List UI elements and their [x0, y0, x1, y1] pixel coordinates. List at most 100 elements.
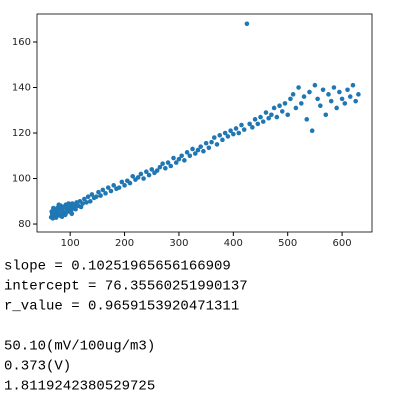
point: [345, 87, 350, 93]
point: [168, 163, 174, 169]
point: [290, 92, 296, 97]
output-line: 0.373(V): [4, 359, 71, 375]
point: [149, 167, 155, 172]
x-tick-label: 500: [278, 238, 297, 249]
point: [98, 193, 103, 198]
point: [279, 109, 285, 114]
point: [328, 98, 334, 104]
point: [144, 169, 149, 174]
output: slope = 0.10251965656166909 intercept = 7…: [4, 259, 248, 395]
point: [304, 117, 310, 122]
point: [307, 89, 312, 95]
point: [130, 173, 136, 179]
point: [105, 185, 111, 190]
point: [266, 115, 271, 121]
point: [209, 139, 214, 145]
point: [190, 146, 195, 152]
point: [299, 101, 304, 106]
point: [203, 140, 209, 146]
y-tick-label: 100: [12, 174, 31, 185]
point: [225, 134, 231, 139]
point: [80, 201, 85, 206]
point: [93, 194, 99, 200]
point: [157, 164, 163, 170]
output-line: r_value = 0.9659153920471311: [4, 299, 239, 315]
point: [176, 156, 182, 162]
point: [66, 203, 72, 209]
point: [56, 202, 62, 207]
point: [331, 85, 337, 90]
point: [222, 130, 228, 136]
point: [350, 82, 356, 88]
point: [141, 176, 146, 181]
point: [334, 105, 339, 111]
point: [78, 204, 84, 210]
x-tick-label: 400: [224, 238, 243, 249]
point: [51, 205, 56, 211]
point: [198, 144, 203, 149]
point: [195, 147, 201, 153]
point: [182, 158, 187, 163]
point: [206, 145, 212, 151]
point: [217, 132, 223, 138]
point: [192, 151, 198, 156]
point: [293, 105, 299, 111]
point: [236, 130, 242, 136]
point: [326, 92, 331, 97]
point: [165, 160, 171, 165]
output-line: slope = 0.10251965656166909: [4, 259, 231, 275]
point: [250, 125, 255, 130]
point: [309, 128, 315, 134]
point: [108, 188, 114, 194]
point: [146, 172, 152, 178]
point: [233, 126, 239, 131]
x-tick-label: 300: [169, 238, 188, 249]
point: [73, 206, 78, 212]
point: [138, 171, 144, 177]
point: [173, 160, 179, 165]
point: [211, 135, 217, 140]
point: [187, 153, 193, 159]
x-tick-label: 100: [61, 238, 80, 249]
point: [82, 196, 87, 202]
point: [323, 112, 329, 118]
point: [337, 89, 342, 95]
point: [231, 131, 236, 137]
point: [228, 128, 233, 134]
point: [53, 215, 59, 220]
x-tick-label: 200: [115, 238, 134, 249]
point: [103, 191, 108, 196]
point: [135, 175, 141, 180]
point: [111, 183, 116, 188]
point: [163, 165, 168, 171]
plot-frame: [36, 13, 373, 233]
point: [116, 185, 122, 190]
point: [255, 121, 261, 127]
point: [119, 179, 125, 185]
point: [89, 192, 95, 197]
point: [342, 101, 348, 106]
point: [127, 180, 133, 186]
output-line: intercept = 76.35560251990137: [4, 279, 248, 295]
point: [241, 127, 247, 132]
point: [184, 150, 190, 155]
point: [271, 105, 277, 111]
point: [214, 142, 220, 147]
point: [318, 103, 323, 109]
point: [154, 168, 160, 173]
point: [282, 101, 288, 106]
point: [100, 187, 106, 193]
point: [269, 112, 274, 118]
point: [244, 21, 250, 27]
point: [122, 183, 127, 188]
point: [356, 92, 361, 97]
point: [239, 122, 244, 128]
output-line: 50.10(mV/100ug/m3): [4, 339, 155, 355]
x-tick-label: 600: [333, 238, 352, 249]
point: [252, 117, 258, 122]
point: [277, 103, 282, 109]
point: [87, 198, 93, 204]
point: [296, 85, 301, 90]
y-tick-label: 80: [18, 219, 31, 230]
